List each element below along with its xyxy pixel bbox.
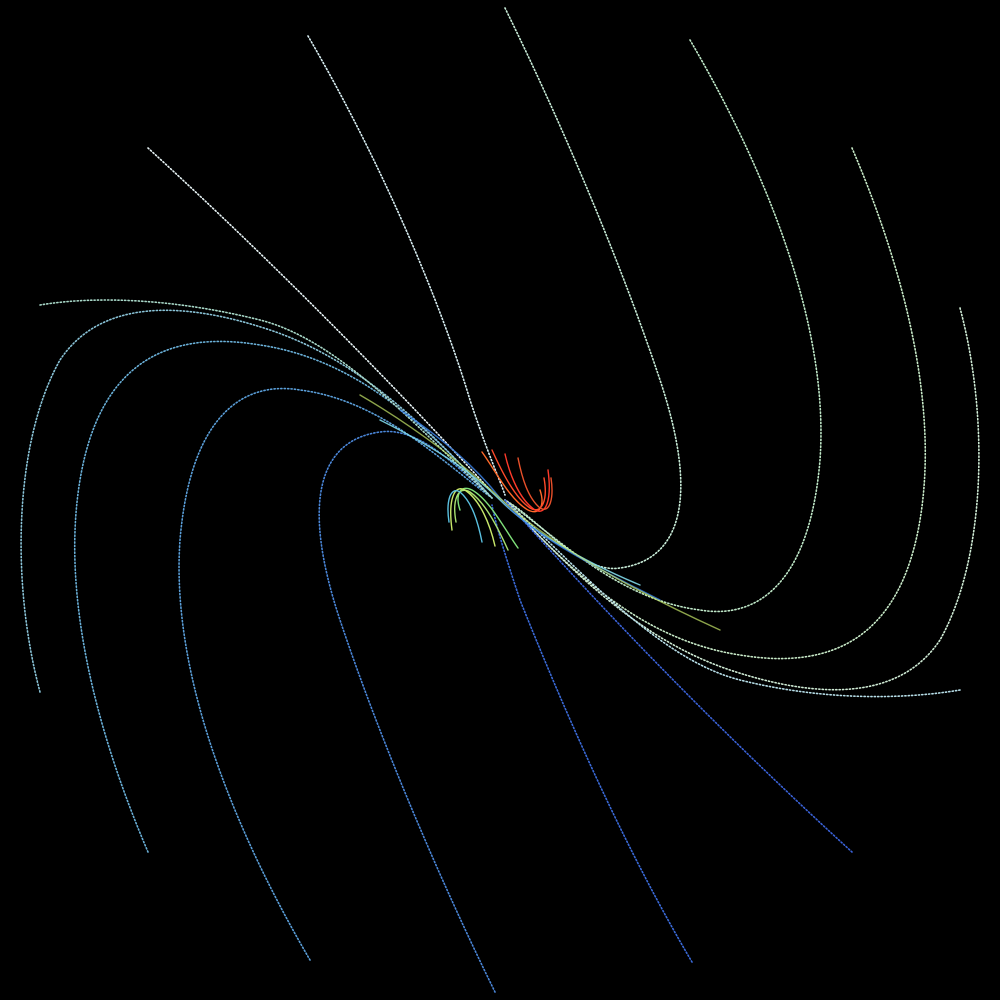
streamline	[39, 299, 493, 499]
streamline	[307, 35, 506, 496]
core-swirl-group	[359, 394, 721, 631]
streamline	[491, 504, 693, 963]
core-loop	[454, 489, 509, 551]
streamline	[504, 499, 961, 698]
streamline	[73, 340, 493, 853]
core-arm	[359, 394, 721, 631]
streamline	[318, 430, 496, 993]
streamline	[504, 499, 853, 853]
streamline	[504, 147, 927, 660]
core-loop	[450, 488, 496, 547]
core-loop	[504, 453, 550, 512]
core-loop	[447, 490, 483, 543]
streamline	[147, 147, 491, 491]
streamline	[504, 39, 822, 613]
core-loop	[517, 457, 553, 510]
streamline	[504, 307, 980, 691]
core-arm	[379, 419, 641, 586]
lower-streamline-group	[20, 299, 853, 993]
core-loop	[457, 487, 519, 549]
core-loop	[481, 451, 543, 513]
streamline	[20, 309, 493, 693]
streamline	[178, 387, 493, 961]
core-loop	[491, 449, 546, 511]
